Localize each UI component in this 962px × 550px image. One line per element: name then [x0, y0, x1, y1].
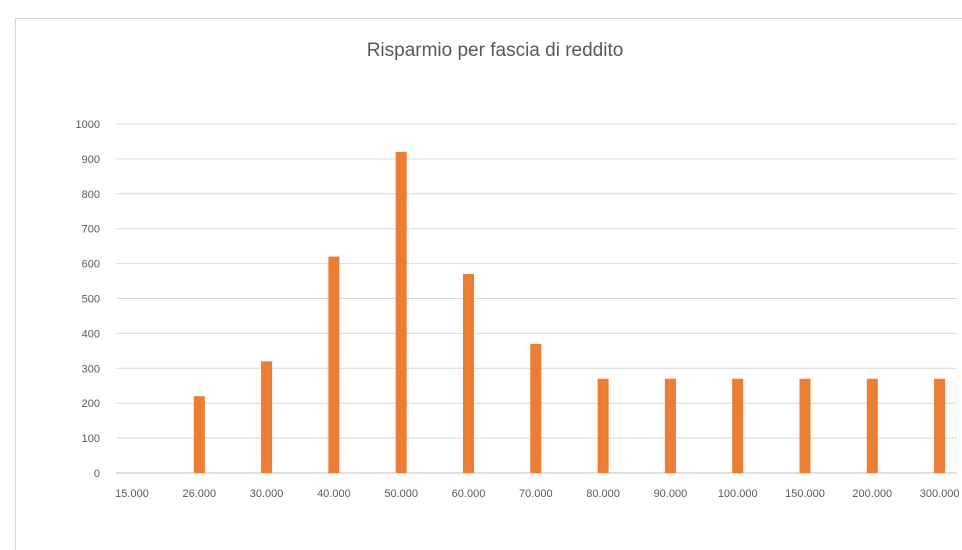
x-tick-label: 26.000	[182, 488, 216, 500]
bar	[530, 343, 542, 473]
chart-title: Risparmio per fascia di reddito	[367, 40, 624, 61]
x-tick-label: 30.000	[250, 488, 284, 500]
bar	[597, 378, 609, 473]
x-tick-label: 70.000	[519, 488, 553, 500]
y-tick-label: 400	[82, 328, 100, 340]
y-tick-label: 200	[82, 398, 100, 410]
bar	[395, 151, 407, 474]
bar	[664, 378, 676, 473]
bar	[261, 361, 273, 473]
bar	[193, 396, 205, 473]
x-tick-label: 40.000	[317, 488, 351, 500]
x-tick-label: 200.000	[852, 488, 892, 500]
y-tick-label: 900	[82, 154, 100, 166]
bars	[193, 151, 946, 474]
bar	[463, 274, 474, 473]
y-tick-label: 0	[94, 468, 100, 480]
y-tick-label: 700	[82, 224, 100, 236]
bar	[732, 378, 744, 473]
bar	[328, 256, 340, 473]
x-tick-label: 80.000	[586, 488, 620, 500]
y-axis-ticks: 0 100 200 300 400 500 600 700 800 900 1000	[76, 119, 100, 480]
bar	[866, 378, 878, 473]
y-tick-label: 600	[82, 259, 100, 271]
y-tick-label: 500	[82, 294, 100, 306]
y-tick-label: 300	[82, 363, 100, 375]
y-tick-label: 800	[82, 189, 100, 201]
x-tick-label: 100.000	[718, 488, 758, 500]
bar	[799, 378, 811, 473]
x-tick-label: 150.000	[785, 488, 825, 500]
x-tick-label: 90.000	[654, 488, 688, 500]
x-tick-label: 300.000	[920, 488, 960, 500]
x-tick-label: 50.000	[384, 488, 418, 500]
x-axis-ticks: 15.000 26.000 30.000 40.000 50.000 60.000 70.0…	[115, 488, 959, 500]
y-tick-label: 100	[82, 433, 100, 445]
y-tick-label: 1000	[76, 119, 100, 131]
x-tick-label: 60.000	[452, 488, 486, 500]
x-tick-label: 15.000	[115, 488, 149, 500]
bar	[934, 378, 946, 473]
